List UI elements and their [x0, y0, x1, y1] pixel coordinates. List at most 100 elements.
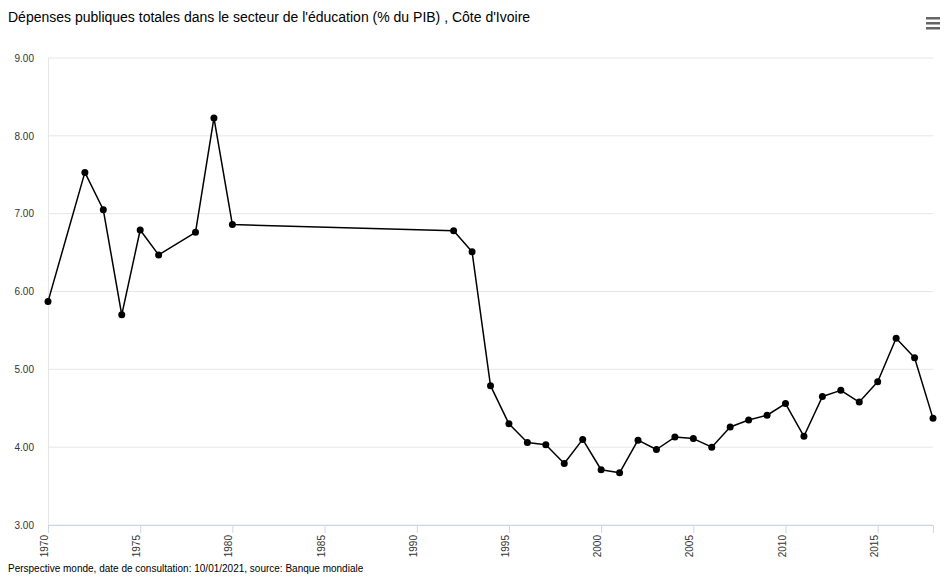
x-tick: 2005 — [684, 525, 695, 557]
point[interactable] — [561, 460, 568, 467]
y-tick: 7.00 — [15, 208, 48, 219]
grid — [48, 58, 933, 525]
x-tick: 2010 — [777, 525, 788, 557]
point[interactable] — [450, 227, 457, 234]
grid-line — [48, 369, 933, 370]
y-axis: 3.00 4.00 5.00 6.00 7.00 8.00 9.00 — [15, 53, 49, 531]
point[interactable] — [635, 437, 642, 444]
line — [48, 118, 933, 473]
menu-icon[interactable] — [926, 17, 940, 30]
point[interactable] — [542, 441, 549, 448]
title: Dépenses publiques totales dans le secte… — [8, 9, 530, 25]
point[interactable] — [45, 298, 52, 305]
x-tick-label: 1980 — [223, 535, 234, 558]
x-tick-mark — [417, 525, 418, 533]
series — [45, 114, 937, 476]
point[interactable] — [856, 399, 863, 406]
point[interactable] — [118, 311, 125, 318]
grid-line — [48, 291, 933, 292]
point[interactable] — [930, 415, 937, 422]
grid-line — [48, 58, 933, 59]
y-tick-label: 6.00 — [15, 286, 35, 297]
point[interactable] — [745, 416, 752, 423]
point[interactable] — [690, 435, 697, 442]
x-tick-mark — [509, 525, 510, 533]
point[interactable] — [210, 114, 217, 121]
x-tick-mark — [325, 525, 326, 533]
point[interactable] — [837, 387, 844, 394]
menu-bar[interactable] — [926, 17, 940, 20]
point[interactable] — [81, 169, 88, 176]
x-tick-mark — [786, 525, 787, 533]
y-tick-label: 8.00 — [15, 131, 35, 142]
point[interactable] — [598, 466, 605, 473]
x-tick-mark — [48, 525, 49, 533]
x-tick-mark — [232, 525, 233, 533]
point[interactable] — [764, 412, 771, 419]
point[interactable] — [487, 382, 494, 389]
point[interactable] — [616, 469, 623, 476]
y-tick: 8.00 — [15, 131, 48, 142]
point[interactable] — [727, 423, 734, 430]
point[interactable] — [155, 251, 162, 258]
point[interactable] — [653, 446, 660, 453]
y-tick-label: 7.00 — [15, 208, 35, 219]
point[interactable] — [800, 433, 807, 440]
point[interactable] — [229, 221, 236, 228]
y-tick: 6.00 — [15, 286, 48, 297]
point[interactable] — [137, 227, 144, 234]
point[interactable] — [911, 354, 918, 361]
point[interactable] — [819, 393, 826, 400]
x-tick: 1970 — [39, 525, 50, 557]
point[interactable] — [874, 378, 881, 385]
x-tick-mark — [140, 525, 141, 533]
y-tick-label: 5.00 — [15, 364, 35, 375]
x-tick-label: 2015 — [869, 535, 880, 558]
x-tick-label: 1990 — [408, 535, 419, 558]
x-tick-label: 1995 — [500, 535, 511, 558]
point[interactable] — [469, 248, 476, 255]
x-tick-mark — [601, 525, 602, 533]
x-tick-label: 1970 — [39, 535, 50, 558]
x-tick: 2015 — [869, 525, 880, 557]
y-tick-label: 9.00 — [15, 53, 35, 64]
point[interactable] — [100, 206, 107, 213]
point[interactable] — [524, 439, 531, 446]
grid-line — [48, 447, 933, 448]
point[interactable] — [708, 444, 715, 451]
x-tick: 1975 — [131, 525, 142, 557]
x-tick-mark — [693, 525, 694, 533]
point[interactable] — [505, 420, 512, 427]
point[interactable] — [192, 229, 199, 236]
point[interactable] — [579, 436, 586, 443]
menu-bar[interactable] — [926, 27, 940, 30]
x-tick: 1985 — [316, 525, 327, 557]
x-tick-label: 2000 — [592, 535, 603, 558]
y-tick-label: 3.00 — [15, 520, 35, 531]
y-tick: 9.00 — [15, 53, 48, 64]
y-tick: 3.00 — [15, 520, 48, 531]
chart: Dépenses publiques totales dans le secte… — [0, 0, 945, 579]
x-tick-label: 2010 — [777, 535, 788, 558]
plot: 3.00 4.00 5.00 6.00 7.00 8.00 9.00 1970 1975 1980… — [15, 53, 937, 558]
y-tick-label: 4.00 — [15, 442, 35, 453]
point[interactable] — [893, 335, 900, 342]
x-tick-label: 1985 — [316, 535, 327, 558]
x-axis-line — [49, 526, 934, 534]
x-axis: 1970 1975 1980 1985 1990 1995 2000 2005 2010 2015 — [39, 525, 934, 557]
x-tick-mark — [878, 525, 879, 533]
point[interactable] — [671, 434, 678, 441]
grid-line — [48, 213, 933, 214]
x-tick-label: 2005 — [684, 535, 695, 558]
background — [0, 0, 945, 579]
y-tick: 5.00 — [15, 364, 48, 375]
menu-bar[interactable] — [926, 22, 940, 25]
x-tick-label: 1975 — [131, 535, 142, 558]
y-tick: 4.00 — [15, 442, 48, 453]
x-tick: 1995 — [500, 525, 511, 557]
caption: Perspective monde, date de consultation:… — [8, 563, 364, 574]
x-tick: 2000 — [592, 525, 603, 557]
point[interactable] — [782, 400, 789, 407]
y-axis-line — [48, 59, 49, 526]
grid-line — [48, 135, 933, 136]
